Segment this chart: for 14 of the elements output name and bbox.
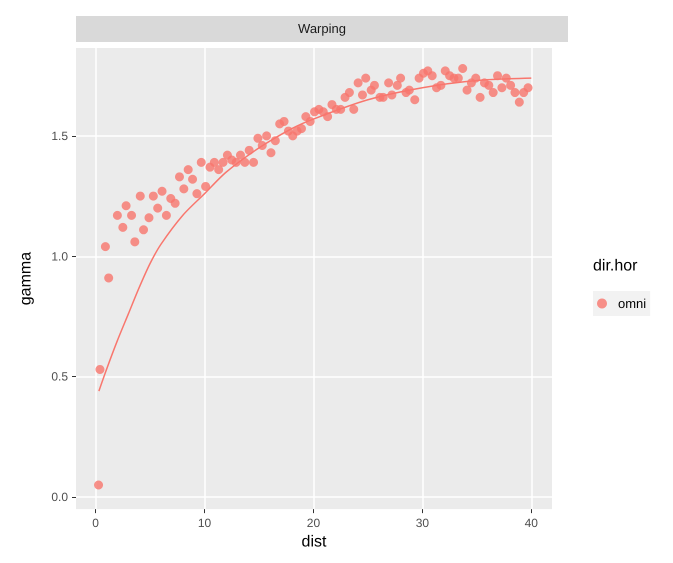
x-tick-label: 30 [416, 516, 430, 530]
x-tick-label: 10 [198, 516, 212, 530]
x-tick-label: 20 [306, 516, 320, 530]
y-tick-label: 1.0 [51, 249, 68, 264]
chart-title: Warping [76, 16, 568, 42]
x-tick-label: 0 [92, 516, 100, 530]
y-tick-label: 0.0 [51, 490, 68, 504]
legend-label: omni [618, 296, 646, 311]
y-tick-label: 1.5 [51, 128, 68, 143]
y-tick-label: 0.5 [51, 370, 68, 384]
legend-title: dir.hor [593, 258, 638, 274]
x-axis-title: dist [302, 534, 327, 550]
y-axis-title: gamma [18, 252, 34, 306]
x-tick-label: 40 [524, 516, 538, 530]
